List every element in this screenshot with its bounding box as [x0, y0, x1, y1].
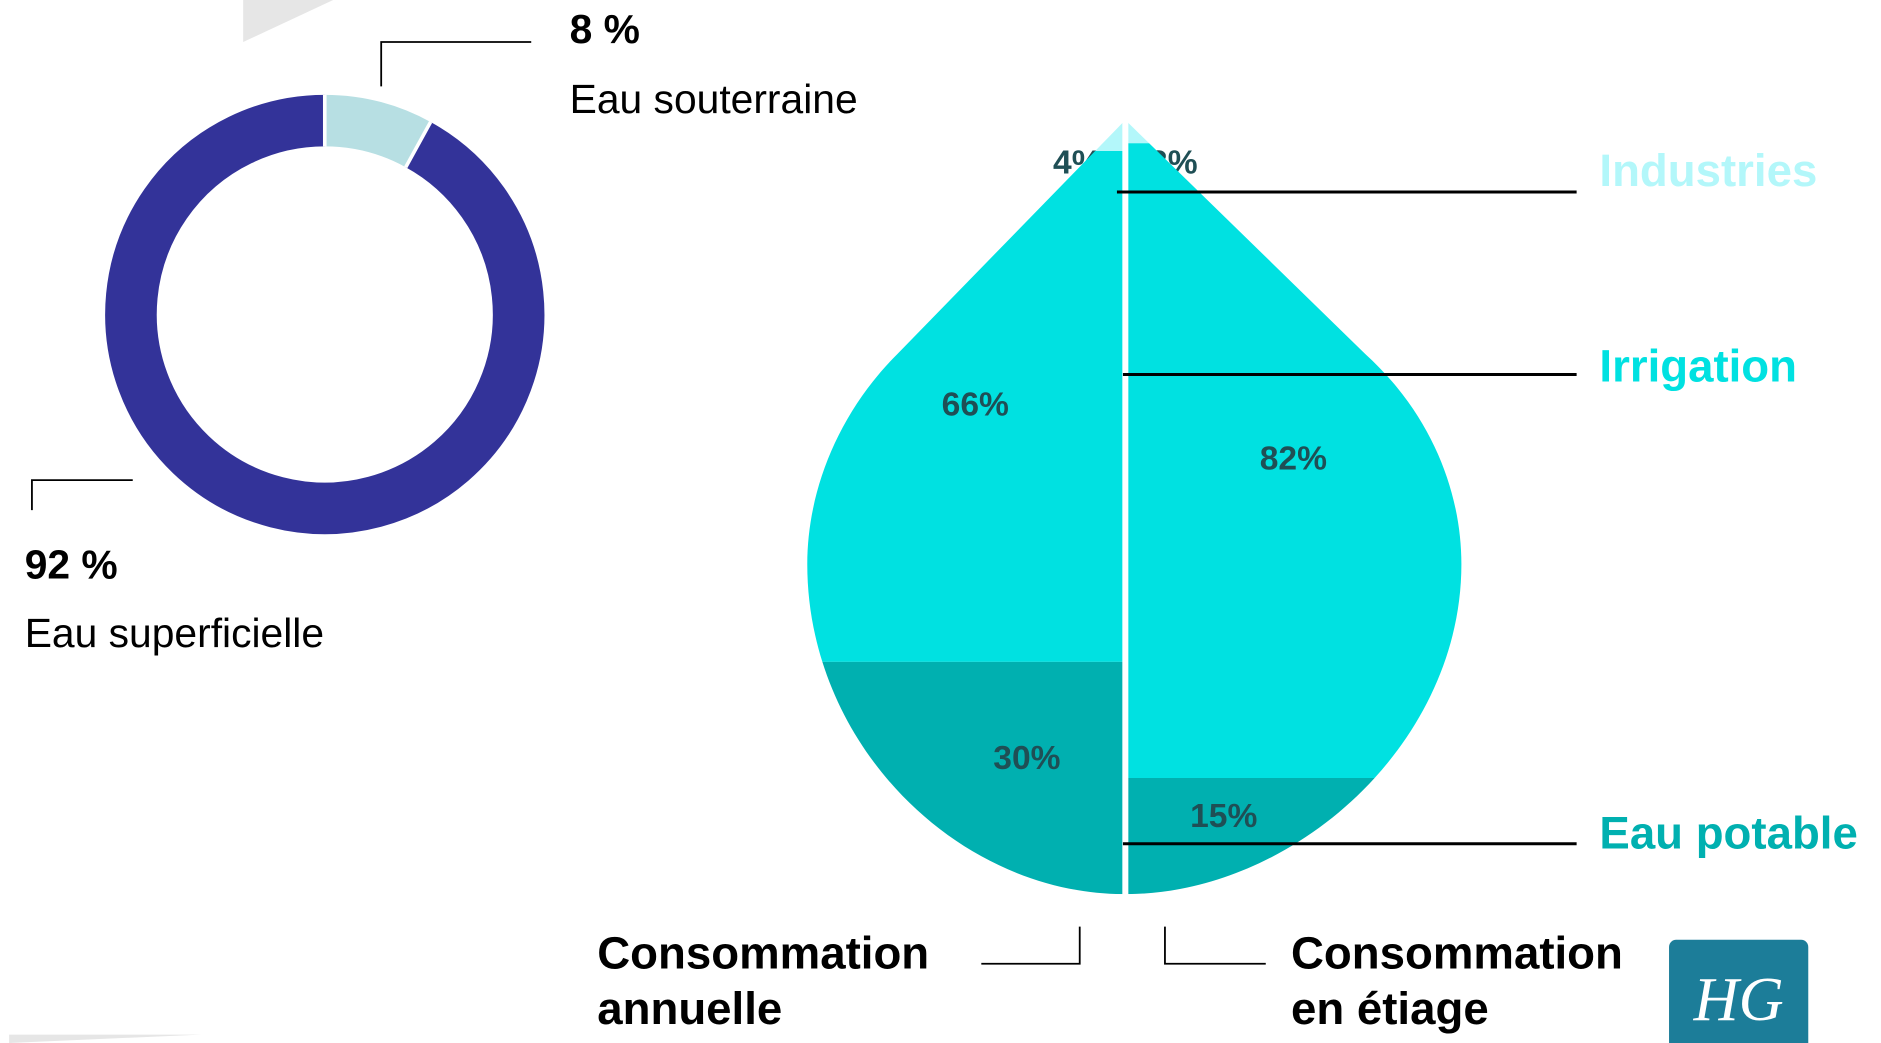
leader-line [31, 479, 133, 511]
decoration [243, 0, 334, 43]
svg-text:HG: HG [1693, 965, 1784, 1034]
category-label: Eau souterraine [570, 76, 858, 122]
category-box: Consommation annuelle [597, 928, 930, 1035]
legend-label: Industries [1599, 145, 1817, 196]
drop-segment [1128, 778, 1375, 895]
legend-label: Irrigation [1599, 341, 1797, 392]
leader-line [981, 926, 1081, 965]
drop-segment [807, 150, 1123, 662]
value-label: 30% [993, 740, 1060, 777]
category-label: Eau superficielle [25, 610, 324, 656]
segment-separator [404, 121, 433, 169]
donut-segment [105, 94, 545, 535]
legend-label: Eau potable [1599, 808, 1857, 859]
value-label: 82% [1260, 441, 1327, 478]
category-label: Consommation en étiage [1290, 928, 1623, 1035]
drop-segment [1128, 143, 1462, 779]
drop-segment [1128, 122, 1150, 144]
logo: HG [1669, 939, 1809, 1043]
value-label: 15% [1190, 798, 1257, 835]
value-label: 8 % [570, 6, 640, 52]
decoration [9, 1034, 202, 1043]
leader-line [380, 41, 532, 87]
leader-line [1164, 926, 1266, 965]
value-label: 66% [942, 386, 1009, 423]
value-label: 92 % [25, 541, 118, 587]
category-box: Consommation en étiage [1290, 928, 1623, 1035]
category-label: Consommation annuelle [597, 928, 930, 1035]
drop-segment [822, 661, 1123, 895]
donut-segment [324, 94, 431, 168]
